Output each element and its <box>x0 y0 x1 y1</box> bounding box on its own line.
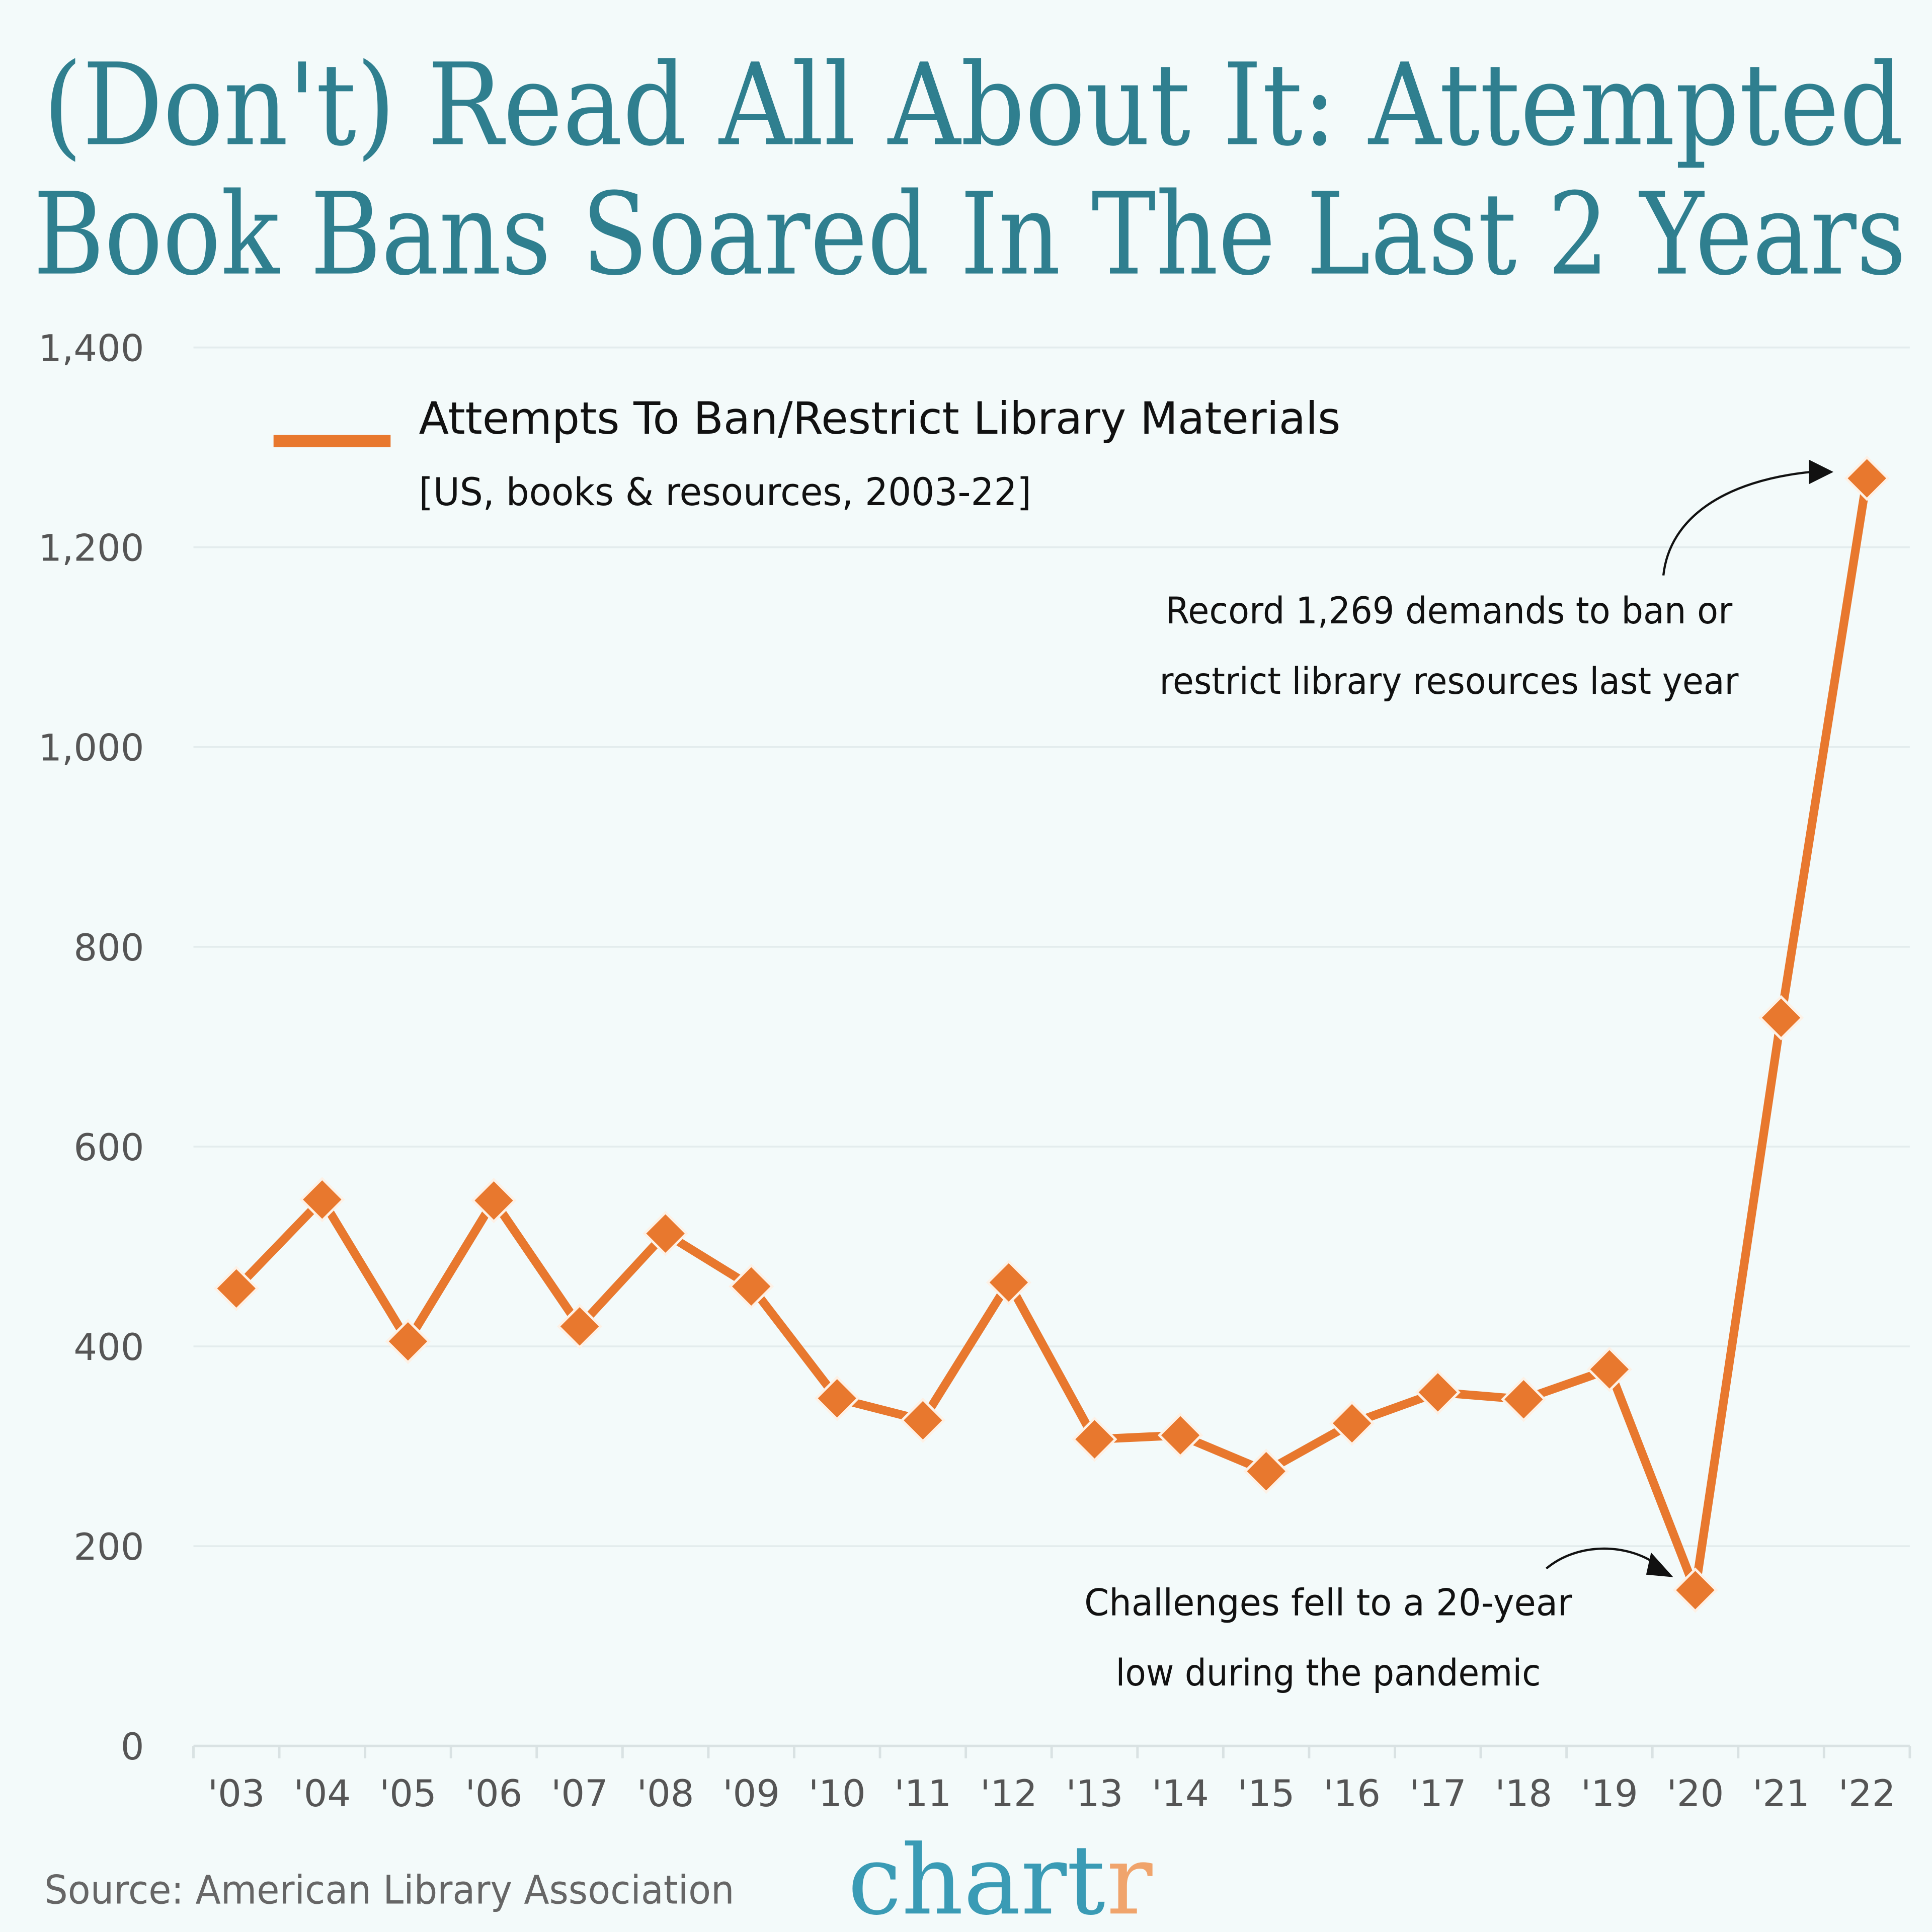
data-point-diamond <box>471 1178 517 1224</box>
annotation-pandemic: Challenges fell to a 20-year low during … <box>1084 1547 1673 1695</box>
x-tick-label: '09 <box>722 1773 780 1815</box>
x-tick-label: '05 <box>379 1773 437 1815</box>
annotation-arrow <box>1662 470 1812 576</box>
x-tick-label: '11 <box>895 1773 952 1815</box>
y-tick-label: 600 <box>73 1126 144 1169</box>
x-tick-label: '08 <box>637 1773 694 1815</box>
x-tick-label: '16 <box>1323 1773 1381 1815</box>
x-tick-label: '13 <box>1066 1773 1123 1815</box>
y-tick-label: 400 <box>73 1326 144 1369</box>
logo-accent: r <box>1106 1825 1153 1932</box>
annotation-text: low during the pandemic <box>1116 1652 1541 1695</box>
legend-subtitle: [US, books & resources, 2003-22] <box>419 470 1031 514</box>
x-tick-label: '06 <box>465 1773 523 1815</box>
data-point-diamond <box>1501 1377 1547 1422</box>
annotation-record: Record 1,269 demands to ban or restrict … <box>1159 459 1834 703</box>
x-tick-label: '04 <box>294 1773 351 1815</box>
legend: Attempts To Ban/Restrict Library Materia… <box>273 392 1341 514</box>
series-path <box>233 477 1872 1595</box>
data-point-diamond <box>1072 1416 1117 1462</box>
annotation-text: restrict library resources last year <box>1159 660 1739 703</box>
data-point-diamond <box>986 1259 1032 1306</box>
title-line-1: (Don't) Read All About It: Attempted <box>43 40 1904 172</box>
data-point-diamond <box>556 1304 603 1349</box>
data-point-diamond <box>814 1376 860 1421</box>
annotation-text: Record 1,269 demands to ban or <box>1166 590 1733 632</box>
y-axis-ticks: 0 200 400 600 800 1,000 1,200 1,400 <box>38 328 144 1769</box>
series-line <box>213 455 1890 1613</box>
y-tick-label: 1,000 <box>38 727 144 770</box>
annotation-arrow <box>1546 1547 1658 1570</box>
x-tick-label: '12 <box>980 1773 1037 1815</box>
data-point-diamond <box>385 1319 431 1364</box>
data-point-diamond <box>1157 1412 1203 1458</box>
x-tick-label: '10 <box>809 1773 866 1815</box>
x-tick-label: '20 <box>1667 1773 1724 1815</box>
arrowhead-icon <box>1809 459 1834 485</box>
data-point-diamond <box>1672 1567 1718 1613</box>
data-point-diamond <box>1844 455 1890 501</box>
data-point-diamond <box>1415 1370 1461 1415</box>
x-tick-label: '18 <box>1495 1773 1553 1815</box>
logo-main: chart <box>848 1825 1105 1932</box>
chartr-logo: chart r <box>848 1825 1153 1932</box>
arrowhead-icon <box>1646 1552 1673 1577</box>
x-tick-label: '15 <box>1238 1773 1295 1815</box>
x-axis: '03 '04 '05 '06 '07 '08 '09 '10 '11 '12 '13 '14 '15 '… <box>192 1744 1911 1815</box>
x-tick-label: '19 <box>1581 1773 1638 1815</box>
data-point-diamond <box>299 1177 345 1223</box>
data-point-diamond <box>1243 1448 1289 1494</box>
source-note: Source: American Library Association <box>44 1868 734 1913</box>
y-tick-label: 0 <box>121 1726 144 1768</box>
title-line-2: Book Bans Soared In The Last 2 Years <box>33 169 1906 301</box>
data-point-diamond <box>1329 1400 1375 1446</box>
y-tick-label: 200 <box>73 1526 144 1569</box>
x-tick-label: '03 <box>208 1773 265 1815</box>
data-point-diamond <box>900 1397 946 1443</box>
data-point-diamond <box>213 1265 259 1311</box>
x-tick-label: '07 <box>551 1773 608 1815</box>
x-tick-label: '17 <box>1409 1773 1467 1815</box>
x-tick-label: '21 <box>1752 1773 1810 1815</box>
data-point-diamond <box>729 1263 774 1310</box>
data-point-diamond <box>1758 995 1804 1040</box>
y-tick-label: 1,200 <box>38 527 144 570</box>
legend-label: Attempts To Ban/Restrict Library Materia… <box>419 392 1341 444</box>
data-point-diamond <box>642 1211 688 1256</box>
x-tick-label: '22 <box>1838 1773 1896 1815</box>
annotation-text: Challenges fell to a 20-year <box>1084 1582 1573 1625</box>
data-point-diamond <box>1586 1346 1633 1392</box>
y-tick-label: 800 <box>73 927 144 970</box>
y-tick-label: 1,400 <box>38 328 144 370</box>
x-tick-label: '14 <box>1152 1773 1209 1815</box>
gridlines <box>193 346 1910 1547</box>
